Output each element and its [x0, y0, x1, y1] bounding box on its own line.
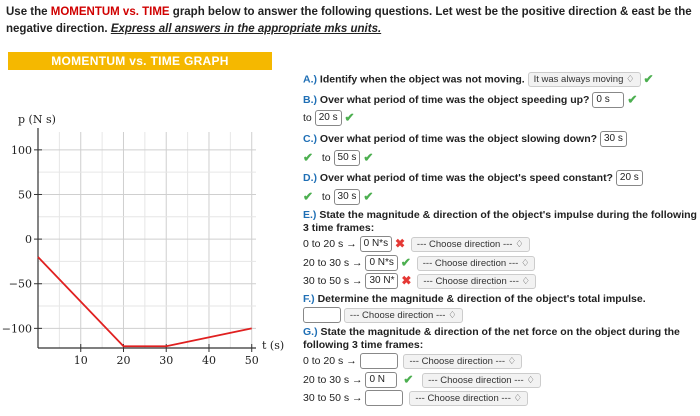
question-a-label: A.): [303, 73, 317, 86]
question-c-text: Over what period of time was the object …: [317, 132, 598, 145]
question-c: C.) Over what period of time was the obj…: [303, 131, 627, 147]
y-axis-label: p (N s): [18, 113, 56, 126]
check-icon: ✔: [403, 372, 414, 387]
impulse-row-1-direction-select[interactable]: --- Choose direction --- ♢: [410, 236, 530, 252]
chart-ticks: 10 20 30 40 50 100 50 0 −50 −100: [2, 144, 259, 367]
total-impulse-input[interactable]: [303, 307, 341, 323]
question-e-text: State the magnitude & direction of the o…: [303, 209, 697, 234]
question-c-label: C.): [303, 132, 317, 145]
question-d-to-word: to: [321, 190, 331, 203]
x-tick-label: 50: [245, 354, 259, 367]
impulse-row-2-input[interactable]: 0 N*s: [365, 255, 398, 271]
question-b-to-input[interactable]: 20 s: [314, 110, 342, 126]
check-icon: ✔: [627, 92, 638, 107]
question-c-from-input[interactable]: 30 s: [599, 131, 627, 147]
impulse-row-3: 30 to 50 s → 30 N* ✖ --- Choose directio…: [303, 273, 537, 289]
force-row-1: 0 to 20 s → --- Choose direction --- ♢: [303, 353, 523, 369]
x-tick-label: 40: [202, 354, 216, 367]
check-icon: ✔: [303, 189, 314, 204]
impulse-row-2: 20 to 30 s → 0 N*s ✔ --- Choose directio…: [303, 255, 536, 271]
instructions-part2: graph below to answer the following ques…: [6, 6, 692, 35]
question-d-text: Over what period of time was the object'…: [317, 171, 613, 184]
question-d: D.) Over what period of time was the obj…: [303, 170, 643, 186]
question-f: F.) Determine the magnitude & direction …: [303, 293, 646, 306]
impulse-row-1-input[interactable]: 0 N*s: [359, 236, 393, 252]
y-tick-label: 0: [25, 233, 32, 246]
momentum-series-line: [37, 256, 252, 348]
force-row-1-range: 0 to 20 s →: [303, 354, 357, 367]
x-tick-label: 20: [116, 354, 130, 367]
check-icon: ✔: [643, 72, 654, 86]
y-tick-label: −100: [2, 322, 32, 335]
question-d-label: D.): [303, 171, 317, 184]
y-tick-label: 50: [18, 188, 32, 201]
force-row-3-range: 30 to 50 s →: [303, 391, 363, 404]
question-a-text: Identify when the object was not moving.: [317, 73, 525, 86]
instructions-highlight: MOMENTUM vs. TIME: [50, 6, 170, 18]
question-f-label: F.): [303, 293, 315, 305]
question-c-to-input[interactable]: 50 s: [333, 150, 361, 166]
y-tick-label: −50: [9, 278, 32, 291]
question-b-row2: to 20 s ✔: [303, 110, 355, 126]
impulse-row-2-range: 20 to 30 s →: [303, 256, 363, 269]
force-row-3-input[interactable]: [365, 390, 404, 406]
force-row-3: 30 to 50 s → --- Choose direction --- ♢: [303, 390, 529, 406]
impulse-row-1-range: 0 to 20 s →: [303, 237, 357, 250]
x-axis-label: t (s): [262, 339, 284, 352]
check-icon: ✔: [363, 189, 374, 204]
question-g-text: State the magnitude & direction of the n…: [303, 326, 680, 351]
check-icon: ✔: [344, 110, 355, 125]
force-row-2-input[interactable]: 0 N: [365, 372, 398, 388]
cross-icon: ✖: [395, 236, 406, 251]
force-row-2-range: 20 to 30 s →: [303, 373, 363, 386]
impulse-row-3-direction-select[interactable]: --- Choose direction --- ♢: [417, 273, 537, 289]
question-e-label: E.): [303, 209, 317, 221]
total-impulse-row: --- Choose direction --- ♢: [303, 307, 463, 323]
chart-axes: [37, 128, 256, 349]
check-icon: ✔: [400, 255, 411, 270]
check-icon: ✔: [363, 150, 374, 165]
chart-gridlines: [38, 132, 256, 348]
question-b-text: Over what period of time was the object …: [317, 93, 590, 106]
x-tick-label: 10: [74, 354, 88, 367]
question-d-to-input[interactable]: 30 s: [333, 189, 361, 205]
total-impulse-direction-select[interactable]: --- Choose direction --- ♢: [343, 307, 463, 323]
x-tick-label: 30: [159, 354, 173, 367]
force-row-1-input[interactable]: [359, 353, 398, 369]
question-e: E.) State the magnitude & direction of t…: [303, 209, 698, 235]
question-c-row2: ✔ to 50 s ✔: [303, 150, 373, 166]
question-b-from-input[interactable]: 0 s: [592, 92, 625, 108]
question-g: G.) State the magnitude & direction of t…: [303, 326, 698, 352]
impulse-row-3-range: 30 to 50 s →: [303, 274, 363, 287]
impulse-row-2-direction-select[interactable]: --- Choose direction --- ♢: [416, 255, 536, 271]
question-d-from-input[interactable]: 20 s: [615, 170, 643, 186]
question-g-label: G.): [303, 326, 318, 338]
cross-icon: ✖: [401, 273, 412, 288]
instructions: Use the MOMENTUM vs. TIME graph below to…: [6, 4, 696, 38]
question-b: B.) Over what period of time was the obj…: [303, 92, 637, 108]
force-row-1-direction-select[interactable]: --- Choose direction --- ♢: [403, 353, 523, 369]
force-row-2: 20 to 30 s → 0 N ✔ --- Choose direction …: [303, 372, 541, 388]
question-a-answer-select[interactable]: It was always moving ♢: [527, 72, 641, 87]
momentum-time-chart: 10 20 30 40 50 100 50 0 −50 −100 p (N s) t (s): [2, 113, 284, 367]
y-tick-label: 100: [11, 144, 32, 157]
question-f-text: Determine the magnitude & direction of t…: [314, 293, 646, 305]
graph-banner: MOMENTUM vs. TIME GRAPH: [8, 52, 272, 70]
force-row-2-direction-select[interactable]: --- Choose direction --- ♢: [422, 372, 541, 388]
question-b-to-word: to: [303, 111, 312, 124]
check-icon: ✔: [303, 150, 314, 165]
question-a: A.) Identify when the object was not mov…: [303, 72, 654, 87]
chart-series: [37, 256, 252, 348]
instructions-emphasis: Express all answers in the appropriate m…: [110, 23, 382, 35]
impulse-row-3-input[interactable]: 30 N*: [365, 273, 399, 289]
force-row-3-direction-select[interactable]: --- Choose direction --- ♢: [409, 390, 529, 406]
question-c-to-word: to: [321, 151, 331, 164]
impulse-row-1: 0 to 20 s → 0 N*s ✖ --- Choose direction…: [303, 236, 530, 252]
question-b-label: B.): [303, 93, 317, 106]
instructions-part1: Use the: [6, 6, 51, 18]
question-d-row2: ✔ to 30 s ✔: [303, 189, 373, 205]
